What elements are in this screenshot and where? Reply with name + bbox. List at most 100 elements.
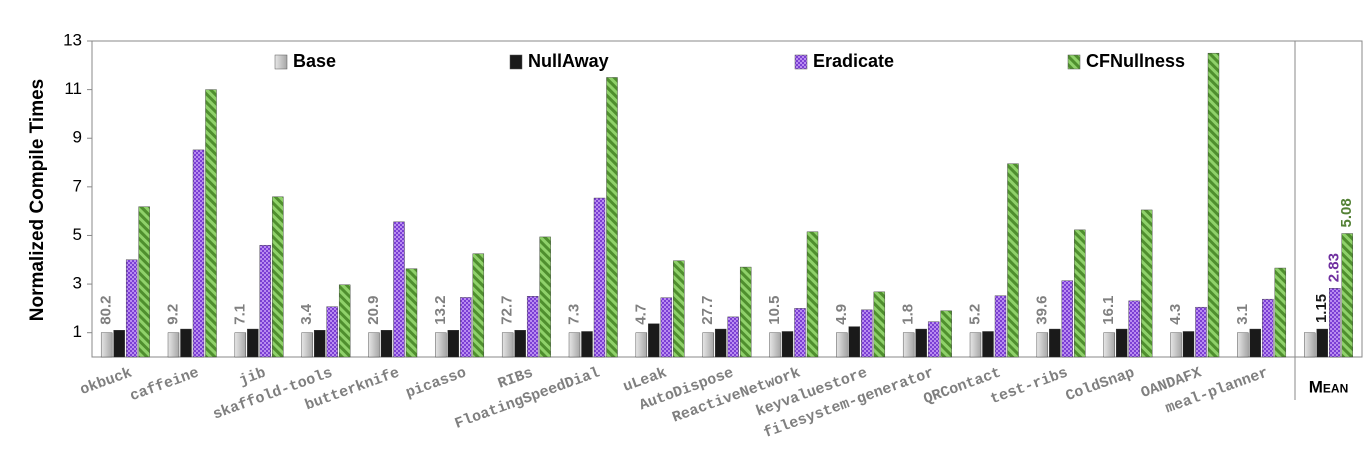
bar — [1207, 52, 1220, 358]
bar — [940, 310, 952, 358]
x-tick-label: caffeine — [128, 364, 201, 405]
bar — [526, 296, 539, 358]
bar — [460, 297, 472, 358]
bar — [1074, 229, 1086, 358]
bar — [1316, 328, 1328, 358]
bar — [714, 328, 727, 358]
bar — [702, 332, 714, 358]
legend-label: Base — [293, 51, 336, 71]
bar — [435, 332, 447, 358]
plot-frame — [91, 40, 1363, 358]
base-label: 10.5 — [766, 295, 783, 324]
y-tick-label: 5 — [73, 225, 82, 244]
bar — [234, 332, 247, 358]
bar — [994, 295, 1007, 358]
bar — [1329, 288, 1341, 358]
bar — [593, 197, 606, 358]
bar — [1249, 328, 1262, 358]
y-axis-title: Normalized Compile Times — [27, 79, 48, 322]
bar — [405, 268, 418, 358]
bar — [927, 321, 940, 358]
legend-swatch — [794, 54, 808, 70]
bar — [969, 332, 982, 358]
bar — [769, 332, 781, 358]
x-tick-label: ColdSnap — [1063, 364, 1136, 405]
bar — [472, 253, 485, 358]
x-tick-label: picasso — [404, 364, 469, 402]
bar — [1115, 328, 1128, 358]
x-tick-label: Mean — [1309, 377, 1349, 396]
bar — [259, 244, 272, 358]
x-tick-label: jib — [237, 364, 268, 389]
bar — [192, 149, 205, 358]
bar — [836, 332, 848, 358]
bar — [1103, 332, 1115, 358]
y-tick-label: 1 — [73, 322, 82, 341]
base-label: 7.3 — [565, 304, 582, 325]
base-label: 4.7 — [632, 304, 649, 325]
bar — [1274, 267, 1287, 358]
value-label: 5.08 — [1338, 198, 1355, 227]
bar — [125, 259, 138, 358]
legend-label: NullAway — [528, 51, 609, 71]
bar — [1170, 332, 1182, 358]
base-label: 72.7 — [499, 295, 516, 324]
base-label: 39.6 — [1033, 295, 1050, 324]
value-label: 2.83 — [1326, 253, 1343, 282]
bar — [806, 231, 819, 358]
base-label: 1.8 — [900, 304, 917, 325]
bar — [138, 206, 150, 358]
bar — [301, 332, 313, 358]
base-label: 80.2 — [98, 295, 115, 324]
bar — [581, 331, 593, 358]
base-label: 13.2 — [432, 295, 449, 324]
bar — [447, 330, 460, 358]
y-tick-label: 13 — [63, 30, 82, 49]
legend-label: Eradicate — [813, 51, 894, 71]
bar — [326, 306, 338, 358]
value-label: 1.15 — [1313, 294, 1330, 323]
legend-label: CFNullness — [1086, 51, 1185, 71]
bar — [1007, 163, 1019, 358]
bar — [982, 331, 994, 358]
bar — [781, 331, 794, 358]
legend-swatch — [274, 54, 288, 70]
bar — [1182, 331, 1195, 358]
bar — [167, 332, 180, 358]
base-label: 3.4 — [298, 303, 315, 325]
y-tick-label: 7 — [73, 176, 82, 195]
bar — [861, 309, 873, 358]
bar — [247, 328, 259, 358]
base-label: 20.9 — [365, 295, 382, 324]
base-label: 5.2 — [966, 304, 983, 325]
x-tick-label: okbuck — [78, 364, 135, 398]
bar — [902, 332, 915, 358]
bar — [368, 332, 380, 358]
bar — [393, 221, 405, 358]
bar — [915, 328, 927, 358]
x-tick-label: test-ribs — [988, 364, 1070, 408]
bar — [1128, 300, 1140, 358]
bar — [501, 332, 514, 358]
base-label: 4.3 — [1167, 304, 1184, 325]
bar — [113, 330, 125, 358]
bar — [848, 326, 861, 358]
base-label: 27.7 — [699, 295, 716, 324]
bar — [635, 332, 648, 358]
bar — [514, 330, 526, 358]
bar — [568, 332, 581, 358]
legend-swatch — [1067, 54, 1081, 70]
bar — [673, 260, 685, 358]
bar — [338, 284, 351, 358]
base-label: 7.1 — [231, 304, 248, 325]
y-tick-label: 3 — [73, 274, 82, 293]
bar — [380, 330, 393, 358]
bar — [272, 196, 284, 358]
base-label: 16.1 — [1100, 295, 1117, 324]
bar — [660, 297, 673, 358]
bar — [539, 236, 551, 358]
bar — [1341, 233, 1353, 358]
bar — [727, 316, 739, 358]
bar — [648, 323, 660, 358]
